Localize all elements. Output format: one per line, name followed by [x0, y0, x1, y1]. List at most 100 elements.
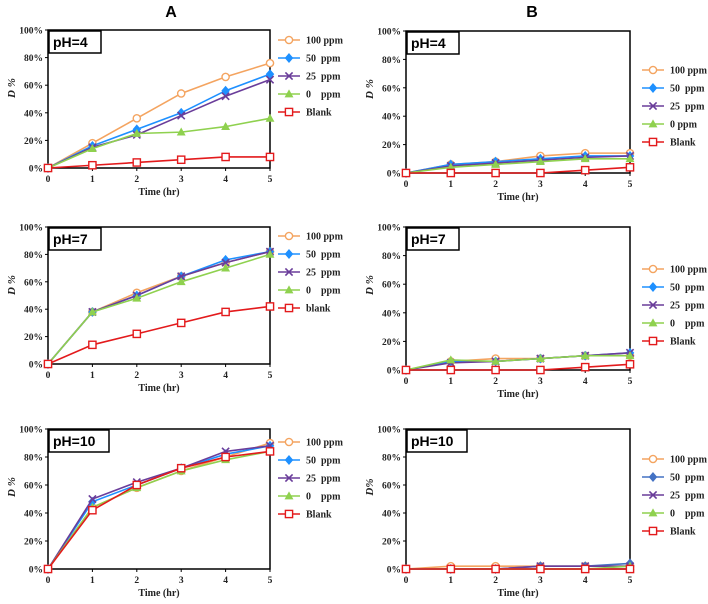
- data-point: [221, 121, 231, 130]
- legend-marker: [284, 107, 294, 117]
- x-tick-label: 5: [628, 576, 633, 586]
- data-point: [176, 155, 186, 165]
- data-point: [580, 351, 590, 360]
- x-axis-label: Time (hr): [138, 383, 179, 394]
- y-axis-label: D %: [364, 79, 376, 100]
- legend-marker: [284, 53, 294, 63]
- plot-frame: [47, 226, 271, 365]
- data-point: [221, 152, 230, 162]
- legend-label: 50 ppm: [670, 473, 705, 484]
- x-tick-label: 0: [46, 371, 51, 381]
- series-line: [47, 62, 271, 169]
- series-line: [47, 450, 271, 570]
- plot-frame: [47, 428, 271, 570]
- ph-label-box: [406, 227, 460, 251]
- ph-label: pH=7: [53, 231, 88, 247]
- data-point: [401, 564, 411, 574]
- data-point: [43, 163, 53, 173]
- data-point: [536, 365, 545, 375]
- legend-label: 100 ppm: [306, 438, 344, 449]
- data-point: [491, 356, 501, 365]
- x-tick-label: 2: [493, 576, 498, 586]
- x-tick-label: 5: [268, 175, 273, 185]
- chart-b-3: 0% 20% 40% 60% 80% 100% 0 1 2 3 4 5 Time (hr) D % pH=7…: [364, 224, 708, 401]
- series-line: [47, 117, 271, 169]
- y-tick-label: 100%: [19, 27, 43, 37]
- data-point: [265, 69, 275, 80]
- x-tick-label: 2: [134, 371, 139, 381]
- data-point: [446, 365, 456, 375]
- legend-label: 0 ppm: [306, 90, 341, 101]
- column-title-a: A: [165, 4, 177, 21]
- series-line: [406, 363, 631, 371]
- legend-label: Blank: [306, 510, 332, 521]
- y-tick-label: 80%: [382, 252, 401, 262]
- series-line: [47, 305, 271, 365]
- x-tick-label: 3: [179, 371, 184, 381]
- x-tick-label: 1: [448, 576, 453, 586]
- x-tick-label: 5: [268, 371, 273, 381]
- ph-label: pH=4: [53, 34, 88, 50]
- data-point: [132, 293, 142, 302]
- legend-label: 100 ppm: [306, 232, 344, 243]
- data-point: [535, 157, 545, 166]
- legend-label: 50 ppm: [670, 283, 705, 294]
- legend-marker: [648, 336, 658, 346]
- y-tick-label: 0%: [29, 361, 43, 371]
- data-point: [177, 111, 186, 120]
- y-axis-label: D %: [6, 275, 18, 296]
- legend-label: 25 ppm: [306, 72, 341, 83]
- series-line: [47, 445, 271, 570]
- legend-marker: [284, 35, 294, 45]
- y-tick-label: 20%: [382, 141, 401, 151]
- legend-marker: [284, 89, 294, 98]
- x-tick-label: 0: [46, 175, 51, 185]
- y-tick-label: 0%: [387, 170, 401, 180]
- legend-marker: [648, 490, 658, 500]
- data-point: [625, 359, 635, 369]
- ph-label-box: [406, 429, 468, 453]
- x-tick-label: 0: [404, 576, 409, 586]
- data-point: [265, 75, 275, 84]
- legend-label: 50 ppm: [306, 456, 341, 467]
- x-tick-label: 2: [134, 576, 139, 586]
- x-tick-label: 0: [404, 180, 409, 190]
- x-tick-label: 0: [46, 576, 51, 586]
- series-line: [47, 156, 270, 169]
- legend-marker: [648, 318, 658, 327]
- y-axis-label: D %: [6, 78, 18, 99]
- data-point: [580, 362, 590, 372]
- legend-marker: [648, 137, 658, 147]
- data-point: [536, 564, 545, 574]
- legend-marker: [648, 508, 658, 517]
- data-point: [491, 159, 501, 168]
- data-point: [176, 127, 186, 136]
- legend-marker: [284, 473, 294, 483]
- legend-marker: [284, 71, 294, 81]
- y-tick-label: 0%: [387, 566, 401, 576]
- y-tick-label: 20%: [382, 338, 401, 348]
- data-point: [625, 351, 635, 360]
- data-point: [265, 58, 275, 68]
- data-point: [132, 480, 142, 490]
- data-point: [177, 272, 186, 281]
- legend-marker: [284, 437, 294, 447]
- y-tick-label: 60%: [24, 278, 43, 288]
- legend-label: 25 ppm: [670, 102, 705, 113]
- legend-marker: [648, 65, 658, 75]
- ph-label-box: [406, 31, 460, 55]
- data-point: [88, 494, 97, 504]
- legend-label: 0 ppm: [670, 120, 698, 131]
- x-tick-label: 4: [223, 576, 228, 586]
- series-line: [405, 158, 630, 174]
- y-tick-label: 0%: [387, 367, 401, 377]
- x-axis-label: Time (hr): [138, 588, 179, 599]
- data-point: [446, 168, 456, 178]
- series-line: [47, 78, 271, 169]
- data-point: [625, 154, 635, 163]
- x-tick-label: 2: [493, 377, 498, 387]
- series-line: [47, 450, 271, 570]
- data-point: [221, 85, 230, 96]
- legend-marker: [648, 119, 658, 128]
- ph-label: pH=10: [411, 433, 454, 449]
